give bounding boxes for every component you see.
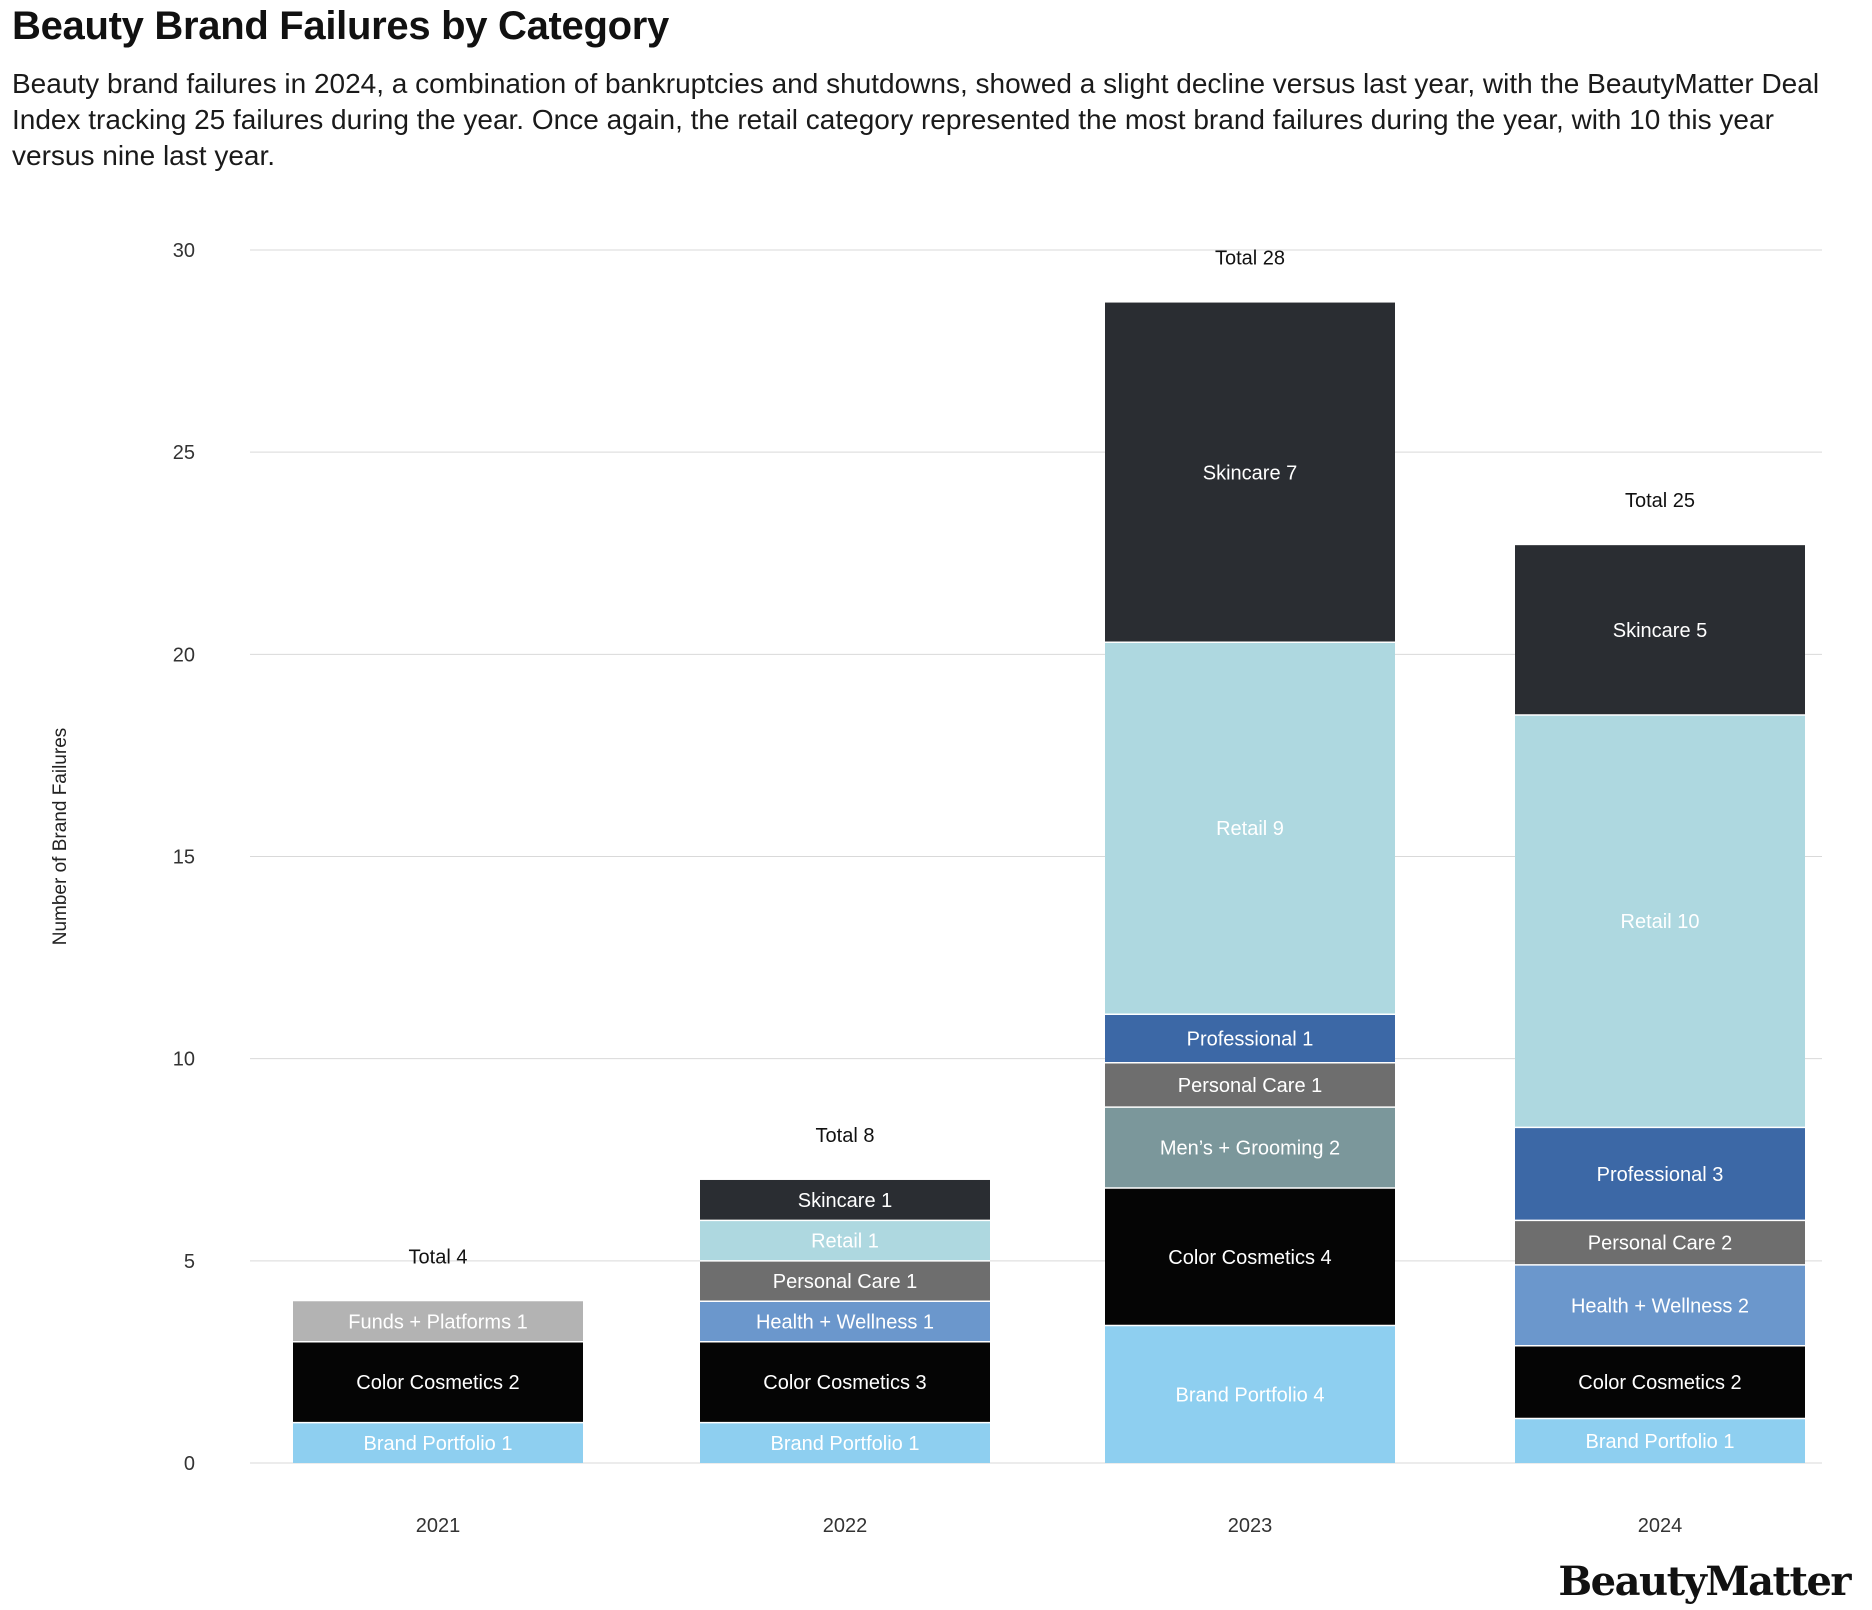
bar-segment <box>1105 1014 1395 1063</box>
segment-label: Personal Care 2 <box>1588 1233 1733 1255</box>
segment-label: Retail 10 <box>1621 911 1700 933</box>
bar-segment <box>293 1341 583 1423</box>
total-label: Total 25 <box>1625 490 1695 512</box>
segment-label: Brand Portfolio 1 <box>364 1433 513 1455</box>
y-tick-label: 20 <box>173 644 195 666</box>
y-axis-ticks: 0 5 10 15 20 25 30 <box>173 240 195 1475</box>
y-tick-label: 0 <box>184 1453 195 1475</box>
bar-stack-2021: Brand Portfolio 1 Color Cosmetics 2 Funds … <box>293 1246 583 1463</box>
segment-label: Retail 9 <box>1216 818 1284 840</box>
chart-subtitle: Beauty brand failures in 2024, a combina… <box>12 68 1820 171</box>
bar-segment <box>1515 1345 1805 1419</box>
total-label: Total 8 <box>816 1125 875 1147</box>
segment-label: Skincare 7 <box>1203 462 1298 484</box>
total-label: Total 28 <box>1215 248 1285 270</box>
bar-segment <box>700 1301 990 1342</box>
segment-label: Health + Wellness 1 <box>756 1311 934 1333</box>
segment-label: Personal Care 1 <box>773 1271 918 1293</box>
bar-segment <box>1515 1264 1805 1346</box>
segment-label: Funds + Platforms 1 <box>348 1311 528 1333</box>
bar-segment <box>1515 714 1805 1128</box>
bar-segment <box>700 1179 990 1221</box>
bar-segment <box>293 1301 583 1342</box>
segment-label: Color Cosmetics 3 <box>763 1372 926 1394</box>
bar-segment <box>1105 1325 1395 1463</box>
segment-label: Color Cosmetics 2 <box>356 1372 519 1394</box>
x-tick-label: 2023 <box>1228 1515 1273 1537</box>
bar-segment <box>1515 545 1805 715</box>
bar-segment <box>1515 1127 1805 1221</box>
bar-segment <box>1105 302 1395 643</box>
y-tick-label: 25 <box>173 442 195 464</box>
bar-segment <box>1105 1188 1395 1326</box>
segment-label: Professional 1 <box>1187 1028 1314 1050</box>
bar-stack-2022: Brand Portfolio 1 Color Cosmetics 3 Health… <box>700 1125 990 1463</box>
bar-segment <box>1105 642 1395 1015</box>
segment-label: Brand Portfolio 4 <box>1176 1384 1325 1406</box>
bar-segment <box>700 1220 990 1261</box>
bar-segment <box>1515 1418 1805 1463</box>
x-tick-label: 2024 <box>1638 1515 1683 1537</box>
y-tick-label: 10 <box>173 1049 195 1071</box>
bar-segment <box>700 1341 990 1423</box>
y-tick-label: 15 <box>173 847 195 869</box>
segment-label: Color Cosmetics 2 <box>1578 1372 1741 1394</box>
x-tick-label: 2021 <box>416 1515 461 1537</box>
bar-stack-2024: Brand Portfolio 1 Color Cosmetics 2 Health… <box>1515 490 1805 1463</box>
y-tick-label: 5 <box>184 1251 195 1273</box>
x-axis-ticks: 2021 2022 2023 2024 <box>416 1515 1683 1537</box>
segment-label: Professional 3 <box>1597 1164 1724 1186</box>
bars: Brand Portfolio 1 Color Cosmetics 2 Funds … <box>293 248 1805 1463</box>
segment-label: Men’s + Grooming 2 <box>1160 1138 1340 1160</box>
segment-label: Brand Portfolio 1 <box>1586 1431 1735 1453</box>
bar-segment <box>1105 1062 1395 1108</box>
beautymatter-logo: BeautyMatter <box>1558 1558 1851 1605</box>
segment-label: Color Cosmetics 4 <box>1168 1247 1331 1269</box>
y-tick-label: 30 <box>173 240 195 262</box>
total-label: Total 4 <box>409 1246 468 1268</box>
segment-label: Skincare 5 <box>1613 620 1708 642</box>
bar-segment <box>1515 1220 1805 1265</box>
segment-label: Personal Care 1 <box>1178 1075 1323 1097</box>
segment-label: Retail 1 <box>811 1231 879 1253</box>
chart-title: Beauty Brand Failures by Category <box>12 4 669 48</box>
segment-label: Brand Portfolio 1 <box>771 1433 920 1455</box>
bar-segment <box>700 1422 990 1463</box>
segment-label: Health + Wellness 2 <box>1571 1295 1749 1317</box>
segment-label: Skincare 1 <box>798 1190 893 1212</box>
y-axis-label: Number of Brand Failures <box>50 728 71 946</box>
bar-segment <box>700 1260 990 1302</box>
bar-stack-2023: Brand Portfolio 4 Color Cosmetics 4 Men’s … <box>1105 248 1395 1463</box>
x-tick-label: 2022 <box>823 1515 868 1537</box>
bar-segment <box>1105 1107 1395 1189</box>
bar-segment <box>293 1422 583 1463</box>
